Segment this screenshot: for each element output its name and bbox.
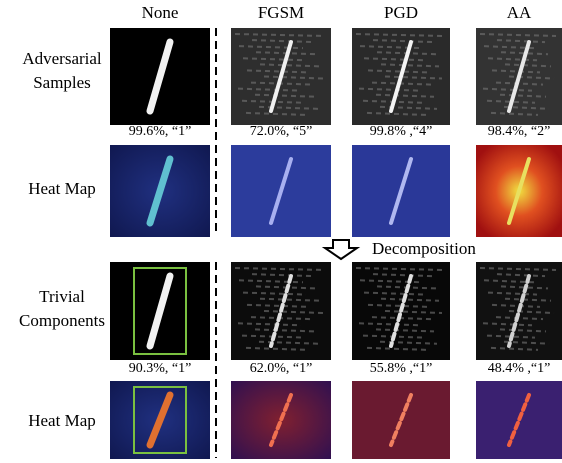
figure: Decomposition None FGSM PGD AA Adversarial Sa…	[0, 0, 562, 463]
row-label: Samples	[33, 73, 91, 92]
column-header: None	[142, 3, 179, 22]
row-label: Heat Map	[28, 179, 96, 198]
caption: 55.8% ,“1”	[370, 361, 433, 376]
arrow-label: Decomposition	[372, 239, 476, 258]
column-header: AA	[507, 3, 532, 22]
caption: 62.0%, “1”	[250, 361, 313, 376]
caption: 48.4% ,“1”	[488, 361, 551, 376]
column-header: FGSM	[258, 3, 304, 22]
caption: 72.0%, “5”	[250, 124, 313, 139]
down-arrow	[325, 240, 357, 259]
caption: 99.6%, “1”	[129, 124, 192, 139]
caption: 90.3%, “1”	[129, 361, 192, 376]
caption: 99.8% ,“4”	[370, 124, 433, 139]
row-label: Heat Map	[28, 411, 96, 430]
caption: 98.4%, “2”	[488, 124, 551, 139]
column-header: PGD	[384, 3, 418, 22]
row-label: Trivial	[39, 287, 85, 306]
row-label: Adversarial	[22, 49, 102, 68]
row-label: Components	[19, 311, 105, 330]
